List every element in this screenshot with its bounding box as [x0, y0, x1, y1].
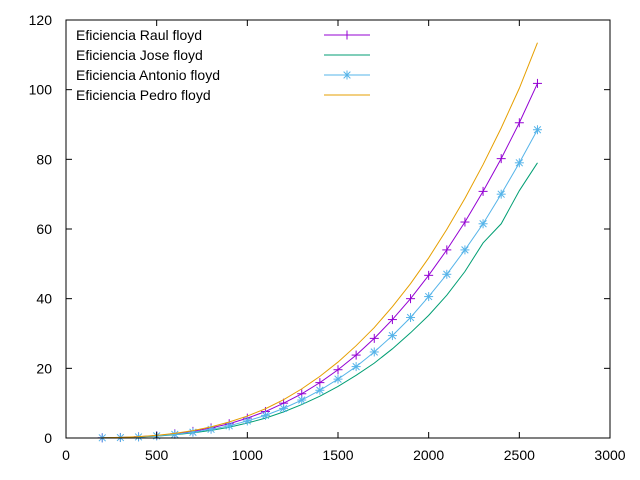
series-0-point-16	[387, 315, 397, 325]
y-tick-label-4: 80	[36, 151, 52, 167]
series-2	[97, 125, 542, 443]
axis-layer: 0 500 1000 1500 2000 2500 3000 0 20 40 60 80 100 120	[29, 12, 626, 463]
series-2-point-9	[260, 410, 270, 420]
x-tick-label-1: 500	[145, 447, 169, 463]
series-layer	[97, 42, 542, 443]
series-1-line	[102, 162, 538, 439]
series-2-point-5	[188, 427, 198, 437]
x-tick-label-2: 1000	[232, 447, 263, 463]
y-tick-label-6: 120	[29, 12, 53, 28]
legend-label-1: Eficiencia Jose floyd	[76, 47, 203, 63]
series-0-point-20	[460, 217, 470, 227]
legend-label-2: Eficiencia Antonio floyd	[76, 67, 220, 83]
series-0-point-21	[478, 186, 488, 196]
series-0-point-15	[369, 333, 379, 343]
x-tick-label-3: 1500	[322, 447, 353, 463]
series-0-point-23	[514, 118, 524, 128]
series-3-line	[102, 42, 538, 439]
series-2-point-13	[333, 374, 343, 384]
series-2-point-15	[369, 347, 379, 357]
series-2-point-14	[351, 362, 361, 372]
series-3	[102, 42, 538, 439]
legend-marker-2	[342, 70, 352, 80]
series-0-point-13	[333, 365, 343, 375]
x-tick-label-4: 2000	[413, 447, 444, 463]
y-tick-label-1: 20	[36, 360, 52, 376]
series-0-point-14	[351, 350, 361, 360]
series-2-point-8	[242, 416, 252, 426]
legend-marker-0	[342, 30, 352, 40]
y-tick-label-2: 40	[36, 291, 52, 307]
series-0-point-18	[424, 270, 434, 280]
series-2-point-24	[532, 125, 542, 135]
series-2-point-19	[442, 269, 452, 279]
legend-label-3: Eficiencia Pedro floyd	[76, 87, 211, 103]
series-1	[102, 162, 538, 439]
series-2-point-18	[424, 292, 434, 302]
y-tick-label-0: 0	[44, 430, 52, 446]
series-2-point-17	[406, 312, 416, 322]
series-2-point-10	[279, 403, 289, 413]
series-2-point-21	[478, 219, 488, 229]
series-0-point-24	[532, 78, 542, 88]
x-tick-label-0: 0	[62, 447, 70, 463]
series-2-point-4	[170, 429, 180, 439]
series-0-point-19	[442, 245, 452, 255]
series-0-point-22	[496, 154, 506, 164]
series-2-point-12	[315, 385, 325, 395]
legend: Eficiencia Raul floyd Eficiencia Jose flo…	[76, 27, 370, 103]
series-2-point-23	[514, 158, 524, 168]
x-tick-label-6: 3000	[594, 447, 625, 463]
series-2-point-16	[387, 331, 397, 341]
series-2-point-20	[460, 245, 470, 255]
x-tick-label-5: 2500	[504, 447, 535, 463]
series-2-point-22	[496, 189, 506, 199]
series-2-point-7	[224, 421, 234, 431]
series-2-point-11	[297, 395, 307, 405]
y-tick-label-3: 60	[36, 221, 52, 237]
y-tick-label-5: 100	[29, 82, 53, 98]
series-0-point-17	[406, 294, 416, 304]
series-0-point-12	[315, 378, 325, 388]
legend-label-0: Eficiencia Raul floyd	[76, 27, 202, 43]
